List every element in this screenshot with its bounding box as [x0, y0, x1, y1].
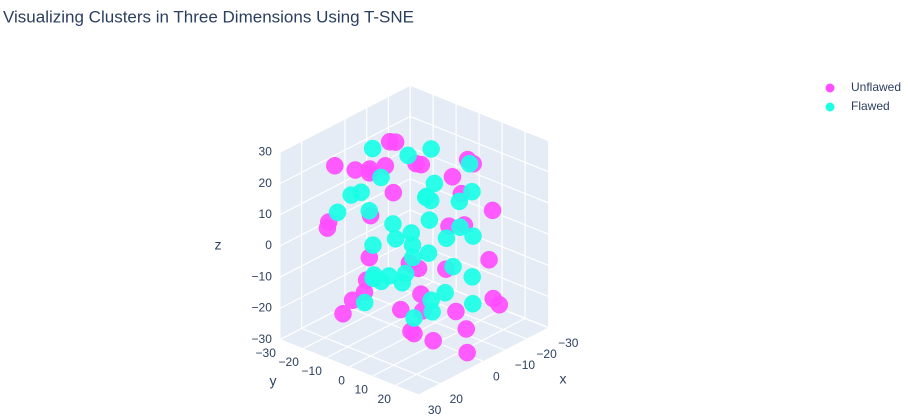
point [480, 251, 498, 269]
y-tick-label: −30 [256, 346, 277, 360]
point [425, 174, 444, 193]
legend-label[interactable]: Flawed [851, 99, 890, 113]
point [386, 230, 405, 248]
point [318, 219, 337, 237]
point [437, 229, 456, 247]
x-axis-title: x [560, 371, 567, 387]
z-tick-label: −30 [252, 332, 273, 346]
point [457, 320, 475, 338]
point [386, 133, 405, 151]
point [447, 302, 465, 321]
point [422, 140, 440, 158]
point [364, 236, 382, 254]
point [436, 283, 454, 302]
grid-line [394, 131, 526, 387]
point [328, 203, 347, 222]
z-tick-label: −20 [252, 301, 273, 315]
point [483, 201, 502, 220]
point [443, 168, 462, 186]
point [372, 168, 390, 187]
legend-marker[interactable] [825, 83, 835, 93]
point [419, 244, 438, 262]
point [458, 343, 476, 362]
scene: −30−20−100102030−30−20−1002030−30−20−100… [252, 84, 579, 417]
point [399, 146, 417, 165]
x-tick-label: −20 [536, 347, 557, 361]
point [423, 303, 441, 321]
y-tick-label: −20 [279, 355, 300, 369]
point [444, 257, 462, 276]
z-tick-label: 20 [259, 176, 273, 190]
z-tick-label: −10 [252, 269, 273, 283]
y-tick-label: 10 [355, 383, 369, 397]
point [463, 268, 481, 286]
point [384, 215, 402, 233]
point [464, 227, 482, 245]
point [484, 289, 502, 308]
point [420, 211, 439, 229]
point [464, 295, 482, 313]
legend-label[interactable]: Unflawed [851, 80, 901, 94]
point [424, 331, 442, 350]
point [363, 139, 382, 158]
point [392, 300, 410, 319]
legend-marker[interactable] [825, 102, 835, 112]
point [412, 155, 431, 174]
point [384, 183, 403, 202]
point [405, 324, 423, 343]
z-tick-label: 30 [259, 145, 273, 159]
z-tick-label: 10 [259, 207, 273, 221]
grid-line [325, 103, 457, 359]
y-tick-label: −10 [302, 364, 323, 378]
legend: Unflawed Flawed [825, 80, 901, 113]
point [360, 202, 379, 220]
x-tick-label: 30 [428, 403, 442, 417]
point [365, 266, 383, 284]
point [450, 192, 469, 211]
y-tick-label: 20 [378, 392, 392, 406]
x-tick-label: −30 [558, 336, 579, 350]
y-tick-label: 0 [338, 373, 345, 387]
chart-title: Visualizing Clusters in Three Dimensions… [3, 7, 414, 26]
point [402, 224, 421, 242]
point [355, 293, 374, 312]
point [334, 305, 352, 323]
x-tick-label: 0 [493, 369, 500, 383]
x-tick-label: 20 [450, 392, 464, 406]
x-tick-label: −10 [515, 358, 536, 372]
point [405, 309, 423, 327]
point [326, 157, 344, 175]
point [451, 218, 469, 236]
point [460, 155, 479, 173]
point [342, 186, 360, 204]
z-axis-title: z [215, 237, 222, 253]
z-tick-label: 0 [265, 238, 272, 252]
point [417, 187, 436, 206]
y-axis-title: y [270, 373, 277, 389]
point [463, 182, 481, 201]
point [380, 267, 398, 285]
